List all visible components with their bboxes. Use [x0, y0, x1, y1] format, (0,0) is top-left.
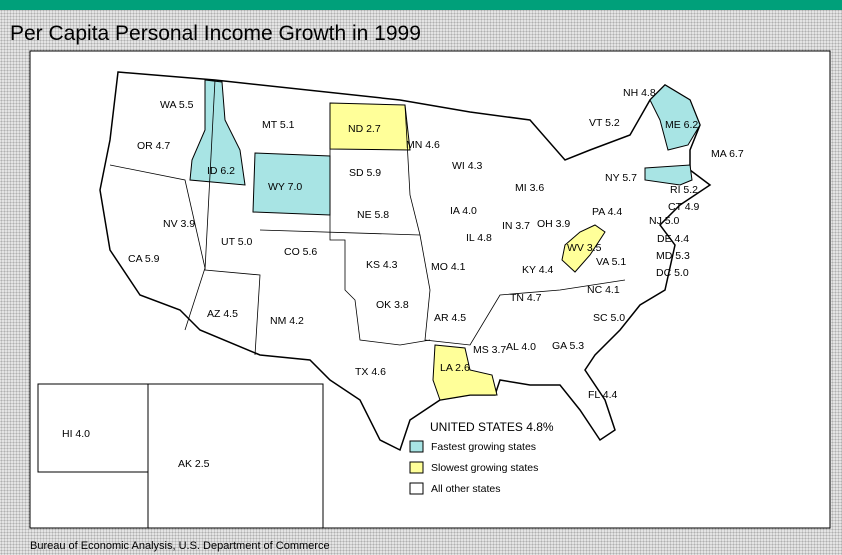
state-label: TX 4.6 — [355, 366, 386, 378]
state-label: OR 4.7 — [137, 140, 170, 152]
state-label: MS 3.7 — [473, 344, 506, 356]
state-label: NE 5.8 — [357, 209, 389, 221]
state-label: WV 3.5 — [567, 242, 602, 254]
state-borders — [204, 79, 261, 356]
state-label: DC 5.0 — [656, 267, 689, 279]
state-label: AL 4.0 — [506, 341, 536, 353]
state-label: NY 5.7 — [605, 172, 637, 184]
state-label: ND 2.7 — [348, 123, 381, 135]
state-label: ME 6.2 — [665, 119, 698, 131]
state-borders — [329, 103, 431, 346]
state-shape — [649, 84, 701, 151]
state-label: CA 5.9 — [128, 253, 160, 265]
state-label: VA 5.1 — [596, 256, 626, 268]
state-label: KS 4.3 — [366, 259, 398, 271]
state-label: NM 4.2 — [270, 315, 304, 327]
state-borders — [259, 229, 421, 236]
state-label: GA 5.3 — [552, 340, 584, 352]
state-shape — [432, 344, 498, 401]
state-label: KY 4.4 — [522, 264, 553, 276]
state-label: VT 5.2 — [589, 117, 620, 129]
state-label: MI 3.6 — [515, 182, 544, 194]
state-label: WA 5.5 — [160, 99, 194, 111]
state-label: NJ 5.0 — [649, 215, 680, 227]
state-label: FL 4.4 — [588, 389, 618, 401]
state-label: DE 4.4 — [657, 233, 689, 245]
state-label: IL 4.8 — [466, 232, 492, 244]
state-label: MO 4.1 — [431, 261, 466, 273]
map-title: Per Capita Personal Income Growth in 199… — [10, 22, 421, 45]
state-label: IN 3.7 — [502, 220, 530, 232]
us-outline — [99, 71, 712, 452]
state-label: MT 5.1 — [262, 119, 295, 131]
legend-swatch — [409, 461, 424, 474]
state-label: AK 2.5 — [178, 458, 210, 470]
state-label: NV 3.9 — [163, 218, 195, 230]
top-bar — [0, 0, 842, 10]
state-label: NH 4.8 — [623, 87, 656, 99]
state-label: ID 6.2 — [207, 165, 235, 177]
legend-swatch — [409, 482, 424, 495]
state-label: WI 4.3 — [452, 160, 483, 172]
state-label: UT 5.0 — [221, 236, 252, 248]
state-label: LA 2.6 — [440, 362, 470, 374]
state-shape — [644, 164, 693, 186]
legend-label: Slowest growing states — [431, 462, 538, 474]
state-borders — [109, 164, 206, 331]
state-label: OH 3.9 — [537, 218, 570, 230]
state-label: IA 4.0 — [450, 205, 477, 217]
legend-label: All other states — [431, 483, 500, 495]
state-shape — [561, 224, 606, 273]
legend-swatch — [409, 440, 424, 453]
hawaii-inset — [37, 383, 149, 473]
state-label: PA 4.4 — [592, 206, 622, 218]
legend-label: Fastest growing states — [431, 441, 536, 453]
state-label: CT 4.9 — [668, 201, 699, 213]
state-label: AZ 4.5 — [207, 308, 238, 320]
state-label: MD 5.3 — [656, 250, 690, 262]
state-label: CO 5.6 — [284, 246, 317, 258]
state-shape — [189, 79, 246, 186]
source-note: Bureau of Economic Analysis, U.S. Depart… — [30, 540, 330, 552]
state-label: HI 4.0 — [62, 428, 90, 440]
us-total: UNITED STATES 4.8% — [430, 420, 554, 434]
state-label: NC 4.1 — [587, 284, 620, 296]
state-label: TN 4.7 — [510, 292, 542, 304]
state-label: WY 7.0 — [268, 181, 302, 193]
alaska-inset — [147, 383, 324, 529]
state-label: MN 4.6 — [406, 139, 440, 151]
state-label: SD 5.9 — [349, 167, 381, 179]
state-label: RI 5.2 — [670, 184, 698, 196]
state-label: MA 6.7 — [711, 148, 744, 160]
state-label: AR 4.5 — [434, 312, 466, 324]
state-borders — [404, 104, 626, 346]
state-label: OK 3.8 — [376, 299, 409, 311]
state-label: SC 5.0 — [593, 312, 625, 324]
